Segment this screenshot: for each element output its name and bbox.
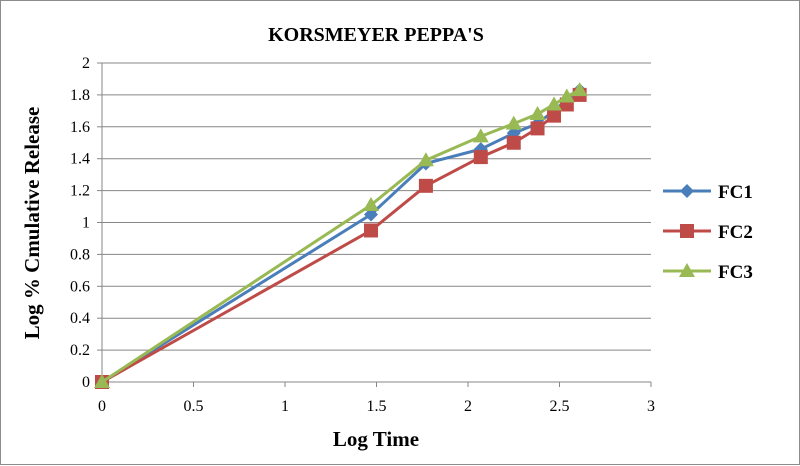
x-tick-label: 2.5	[550, 398, 570, 415]
legend: FC1 FC2 FC3	[663, 182, 753, 283]
y-axis-title: Log % Cmulative Release	[20, 107, 44, 340]
data-point-fc3	[529, 106, 546, 121]
legend-item-fc2: FC2	[663, 222, 753, 243]
legend-label-fc1: FC1	[718, 182, 753, 203]
chart-title: KORSMEYER PEPPA'S	[268, 24, 484, 46]
x-axis-title: Log Time	[333, 427, 419, 451]
x-tick-label: 3	[647, 398, 655, 415]
gridlines	[102, 62, 651, 351]
data-point-fc3	[363, 196, 380, 211]
y-tick-label: 0.4	[70, 310, 90, 327]
data-point-fc1	[364, 207, 379, 222]
axes	[97, 62, 652, 387]
y-tick-label: 0.2	[70, 342, 90, 359]
y-tick-label: 1.6	[70, 119, 90, 136]
y-tick-label: 0.8	[70, 246, 90, 263]
y-tick-label: 2	[82, 55, 90, 72]
legend-item-fc1: FC1	[663, 182, 753, 203]
data-point-fc2	[506, 135, 521, 150]
legend-item-fc3: FC3	[663, 262, 753, 283]
x-tick-labels: 0 0.5 1 1.5 2 2.5 3	[98, 398, 655, 415]
data-point-fc3	[94, 374, 110, 388]
data-point-fc2	[418, 178, 433, 193]
legend-label-fc3: FC3	[718, 262, 753, 283]
x-tick-label: 2	[464, 398, 472, 415]
y-tick-label: 0.6	[70, 278, 90, 295]
series-group	[94, 82, 588, 389]
series-fc3	[94, 82, 588, 388]
data-point-fc3	[505, 115, 522, 130]
data-point-fc3	[472, 128, 489, 143]
x-tick-label: 1	[281, 398, 289, 415]
y-tick-label: 1	[82, 215, 90, 232]
legend-marker-fc2	[680, 224, 694, 238]
data-point-fc3	[571, 82, 588, 97]
legend-marker-fc1	[680, 184, 694, 198]
data-point-fc3	[546, 96, 563, 111]
y-tick-label: 1.4	[70, 151, 90, 168]
legend-marker-fc3	[679, 263, 695, 277]
data-point-fc2	[364, 223, 379, 238]
data-point-fc2	[473, 150, 488, 165]
data-point-fc2	[530, 121, 545, 136]
y-tick-labels: 0 0.2 0.4 0.6 0.8 1 1.2 1.4 1.6 1.8 2	[70, 55, 90, 391]
y-tick-label: 1.8	[70, 87, 90, 104]
data-point-fc2	[547, 108, 562, 123]
legend-label-fc2: FC2	[718, 222, 753, 243]
y-tick-label: 1.2	[70, 183, 90, 200]
x-tick-label: 0.5	[184, 398, 204, 415]
data-point-fc3	[417, 152, 434, 167]
data-point-fc3	[558, 88, 575, 103]
x-tick-label: 0	[98, 398, 106, 415]
x-tick-label: 1.5	[367, 398, 387, 415]
y-tick-label: 0	[82, 374, 90, 391]
